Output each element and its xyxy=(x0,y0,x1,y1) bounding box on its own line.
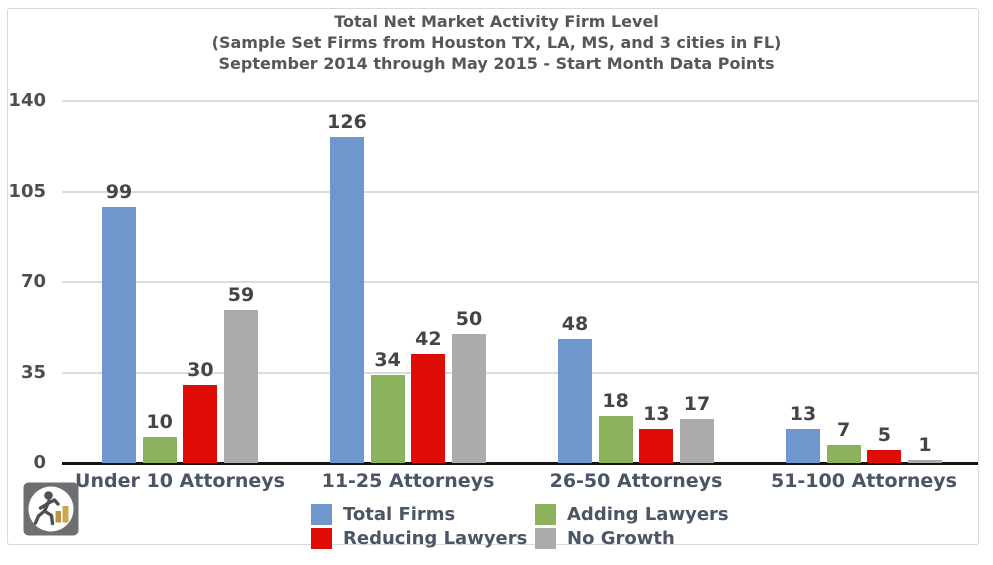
y-axis-tick-label-0: 0 xyxy=(33,452,46,473)
bar-value-label-total-firms-11-25-attorneys: 126 xyxy=(327,111,367,134)
legend-item-adding-lawyers: Adding Lawyers xyxy=(535,503,729,526)
bar-value-label-adding-lawyers-11-25-attorneys: 34 xyxy=(374,349,401,372)
legend-item-total-firms: Total Firms xyxy=(311,503,535,526)
bar-value-label-adding-lawyers-26-50-attorneys: 18 xyxy=(602,390,629,413)
y-axis-tick-label-140: 140 xyxy=(8,90,46,111)
bar-reducing-lawyers-under-10-attorneys xyxy=(183,385,218,463)
bar-value-label-no-growth-26-50-attorneys: 17 xyxy=(683,393,711,416)
x-axis-category-label-11-25-attorneys: 11-25 Attorneys xyxy=(321,470,495,492)
bar-adding-lawyers-26-50-attorneys xyxy=(598,416,633,463)
bar-value-label-no-growth-51-100-attorneys: 1 xyxy=(918,434,932,457)
bar-value-label-no-growth-under-10-attorneys: 59 xyxy=(227,284,255,307)
gridline-35 xyxy=(62,371,978,374)
legend-swatch-icon-total-firms xyxy=(311,504,332,525)
bar-no-growth-under-10-attorneys xyxy=(224,310,258,463)
chart-title: Total Net Market Activity Firm Level xyxy=(334,12,659,31)
bar-no-growth-51-100-attorneys xyxy=(908,460,942,463)
y-axis-tick-label-70: 70 xyxy=(20,271,46,292)
bar-value-label-no-growth-11-25-attorneys: 50 xyxy=(455,307,483,330)
bar-no-growth-26-50-attorneys xyxy=(680,419,714,463)
bar-total-firms-11-25-attorneys xyxy=(330,137,364,463)
bar-value-label-reducing-lawyers-11-25-attorneys: 42 xyxy=(415,328,442,351)
bar-reducing-lawyers-51-100-attorneys xyxy=(867,450,902,463)
bar-value-label-total-firms-under-10-attorneys: 99 xyxy=(105,181,133,203)
gridline-105 xyxy=(62,190,978,193)
x-axis-line xyxy=(62,462,978,465)
bar-value-label-adding-lawyers-51-100-attorneys: 7 xyxy=(837,418,851,441)
bar-adding-lawyers-11-25-attorneys xyxy=(370,375,405,463)
bar-value-label-total-firms-26-50-attorneys: 48 xyxy=(561,312,589,335)
legend: Total Firms Adding Lawyers Reducing Lawyer… xyxy=(311,503,729,550)
bar-value-label-reducing-lawyers-under-10-attorneys: 30 xyxy=(187,359,214,382)
bar-adding-lawyers-51-100-attorneys xyxy=(826,444,861,463)
legend-label-reducing-lawyers: Reducing Lawyers xyxy=(343,528,528,549)
gridline-140 xyxy=(62,100,978,102)
y-axis-tick-label-35: 35 xyxy=(20,361,46,383)
bar-no-growth-11-25-attorneys xyxy=(452,333,486,463)
bar-reducing-lawyers-11-25-attorneys xyxy=(411,354,446,463)
y-axis-tick-label-105: 105 xyxy=(8,180,46,202)
bar-value-label-reducing-lawyers-26-50-attorneys: 13 xyxy=(643,403,670,426)
bar-reducing-lawyers-26-50-attorneys xyxy=(639,429,674,463)
bar-adding-lawyers-under-10-attorneys xyxy=(142,437,177,463)
x-axis-category-label-26-50-attorneys: 26-50 Attorneys xyxy=(549,470,723,492)
bar-value-label-reducing-lawyers-51-100-attorneys: 5 xyxy=(877,424,891,447)
bar-value-label-adding-lawyers-under-10-attorneys: 10 xyxy=(146,411,173,434)
bar-total-firms-under-10-attorneys xyxy=(102,207,136,463)
chart-subtitle-line1: (Sample Set Firms from Houston TX, LA, M… xyxy=(211,33,782,52)
legend-label-no-growth: No Growth xyxy=(567,528,675,549)
gridline-70 xyxy=(62,281,978,283)
bar-value-label-total-firms-51-100-attorneys: 13 xyxy=(789,403,817,426)
legend-label-adding-lawyers: Adding Lawyers xyxy=(567,504,729,525)
chart-subtitle-line2: September 2014 through May 2015 - Start … xyxy=(218,54,775,73)
legend-item-no-growth: No Growth xyxy=(535,527,729,550)
legend-swatch-icon-no-growth xyxy=(535,528,556,549)
bar-total-firms-51-100-attorneys xyxy=(786,429,820,463)
runner-chart-logo-icon xyxy=(23,482,79,536)
legend-item-reducing-lawyers: Reducing Lawyers xyxy=(311,527,535,550)
x-axis-category-label-under-10-attorneys: Under 10 Attorneys xyxy=(75,470,285,492)
legend-label-total-firms: Total Firms xyxy=(343,504,456,525)
x-axis-category-label-51-100-attorneys: 51-100 Attorneys xyxy=(770,470,957,492)
legend-swatch-icon-adding-lawyers xyxy=(535,504,556,525)
chart-title-block: Total Net Market Activity Firm Level (Sa… xyxy=(0,11,993,74)
legend-swatch-icon-reducing-lawyers xyxy=(311,528,332,549)
bar-total-firms-26-50-attorneys xyxy=(558,338,592,463)
